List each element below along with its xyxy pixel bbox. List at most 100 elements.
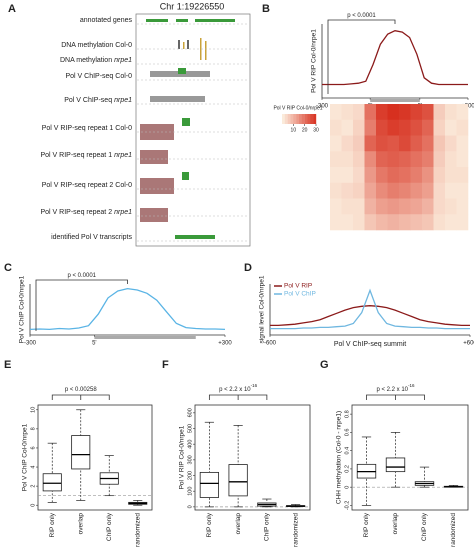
y-tick-label: 4 [30, 466, 36, 469]
heatmap-cell [445, 104, 457, 121]
rip-reads [182, 118, 190, 126]
track-label-italic: nrpe1 [114, 209, 132, 216]
heatmap-cell [330, 135, 342, 152]
heatmap-cell [399, 151, 411, 168]
track-label-text: Pol V RIP-seq repeat 1 [41, 152, 113, 159]
colorbar-step [299, 114, 303, 124]
heatmap-cell [399, 198, 411, 215]
heatmap-cell [422, 151, 434, 168]
x-tick-label: randomized [134, 513, 141, 547]
track-label: Pol V RIP-seq repeat 2 nrpe1 [41, 209, 133, 216]
x-tick-label: randomized [450, 513, 457, 547]
legend-label: Pol V RIP [284, 283, 312, 290]
track-label: DNA methylation nrpe1 [60, 57, 132, 64]
colorbar-step [287, 114, 291, 124]
legend-label: Pol V ChIP [284, 291, 316, 298]
heatmap-cell [341, 167, 354, 184]
y-tick-label: -0.2 [344, 501, 350, 510]
panel-label: C [4, 262, 12, 274]
x-tick-label: overlap [77, 513, 84, 535]
heatmap-cell [387, 135, 400, 152]
track-label-text: Pol V RIP-seq repeat 2 Col-0 [42, 182, 132, 189]
x-tick-label: ChIP only [264, 512, 271, 541]
annotation-text: p < 0.0001 [347, 13, 376, 19]
colorbar-step [293, 114, 297, 124]
track-label: DNA methylation Col-0 [61, 42, 132, 49]
heatmap-cell [330, 198, 342, 215]
heatmap-cell [445, 119, 457, 136]
heatmap-cell [456, 104, 469, 121]
axes [321, 24, 468, 99]
panel-label: D [244, 262, 252, 274]
annotation: p < 2.2 x 10-16 [376, 383, 415, 392]
track-label-text: Pol V ChIP-seq Col-0 [65, 73, 132, 80]
y-tick-label: 0 [344, 486, 350, 489]
heatmap-cell [353, 182, 365, 199]
heatmap-cell [410, 135, 423, 152]
colorbar-step [296, 114, 300, 124]
rip-reads [140, 178, 174, 194]
y-tick-label: 400 [187, 440, 193, 449]
x-tick-label: -600 [264, 341, 277, 347]
colorbar-step [310, 114, 314, 124]
box [199, 471, 219, 498]
series-line [270, 305, 470, 327]
track-label: Pol V RIP-seq repeat 1 Col-0 [42, 125, 132, 132]
y-axis-label: CHH methylation (Col-0 - nrpe1) [336, 411, 343, 504]
heatmap-cell [353, 135, 365, 152]
heatmap-cell [410, 151, 423, 168]
heatmap-cell [387, 182, 400, 199]
x-axis-label: Pol V ChIP-seq summit [334, 341, 406, 348]
heatmap-cell [364, 119, 377, 136]
heatmap-cell [410, 104, 423, 121]
heatmap-cell [330, 167, 342, 184]
y-axis-label: Pol V RIP Col-0/nrpe1 [179, 425, 186, 489]
y-tick-label: 0.8 [344, 410, 350, 418]
y-tick-label: 200 [187, 471, 193, 480]
bracket [35, 279, 128, 331]
series-line [270, 288, 470, 330]
gene-body [94, 336, 196, 339]
track-label-italic: nrpe1 [114, 57, 132, 64]
gene [146, 19, 168, 22]
x-tick-label: 5' [92, 341, 96, 347]
colorbar-step [282, 114, 286, 124]
heatmap-cell [456, 119, 469, 136]
x-tick-label: -300 [24, 341, 37, 347]
heatmap-cell [376, 119, 388, 136]
annotation: p < 0.0001 [67, 273, 96, 279]
heatmap-cell [456, 151, 469, 168]
heatmap-cell [387, 167, 400, 184]
heatmap-cell [387, 151, 400, 168]
heatmap-cell [410, 119, 423, 136]
colorbar-step [307, 114, 311, 124]
y-tick-label: 300 [187, 455, 193, 464]
transcript [175, 235, 215, 239]
track-label-text: Pol V RIP-seq repeat 1 Col-0 [42, 125, 132, 132]
track-label: Pol V ChIP-seq nrpe1 [64, 97, 132, 104]
heatmap-cell [341, 214, 354, 231]
heatmap-cell [353, 198, 365, 215]
heatmap-cell [364, 167, 377, 184]
heatmap-cell [330, 151, 342, 168]
heatmap-cell [376, 104, 388, 121]
colorbar-step [290, 114, 294, 124]
panel-label: B [262, 3, 270, 15]
gene-body [370, 99, 420, 102]
chip-coverage [150, 96, 205, 102]
y-axis-label: Pol V RIP Col-0/nrpe1 [311, 29, 318, 93]
browser-title: Chr 1:19226550 [160, 1, 225, 11]
annotation-sup: -16 [408, 383, 415, 388]
heatmap-cell [341, 119, 354, 136]
heatmap-cell [410, 167, 423, 184]
heatmap-cell [376, 135, 388, 152]
methylation [205, 41, 207, 60]
x-tick-label: RIP only [206, 512, 213, 537]
annotation: p < 2.2 x 10-16 [219, 383, 258, 392]
y-tick-label: 500 [187, 424, 193, 433]
heatmap-cell [376, 182, 388, 199]
heatmap-cell [433, 198, 446, 215]
track-label-text: DNA methylation [60, 57, 112, 64]
methylation [200, 38, 202, 60]
